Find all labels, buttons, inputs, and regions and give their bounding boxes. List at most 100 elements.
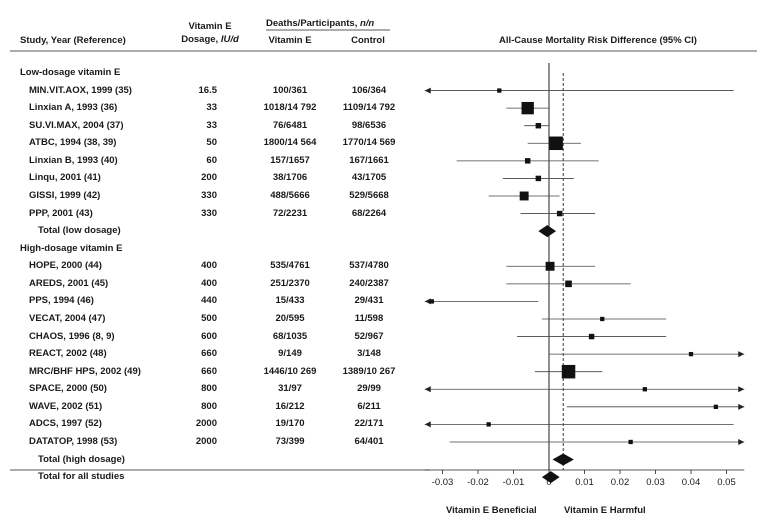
x-tick-label: 0.03 [646, 477, 665, 488]
control-deaths: 11/598 [354, 312, 384, 324]
section-heading: High-dosage vitamin E [20, 242, 123, 254]
header-deaths-prefix: Deaths/Participants, [266, 18, 360, 29]
point-estimate-square [524, 158, 531, 164]
vitamin-e-deaths: 251/2370 [270, 277, 310, 289]
study-label: Linqu, 2001 (41) [29, 172, 101, 184]
header-vitamin-e: Vitamin E [268, 35, 312, 46]
point-estimate-square [497, 88, 502, 93]
control-deaths: 240/2387 [349, 277, 389, 289]
vitamin-e-deaths: 535/4761 [270, 260, 310, 272]
dosage-value: 400 [201, 260, 217, 272]
pooled-diamond [538, 225, 557, 238]
point-estimate-square [556, 210, 563, 217]
point-estimate-square [519, 191, 529, 201]
ci-arrow-left [424, 386, 431, 393]
x-tick-label: -0.03 [431, 477, 454, 488]
x-tick-label: 0.02 [610, 477, 630, 488]
x-tick-label: 0.05 [717, 477, 736, 488]
control-deaths: 64/401 [354, 435, 384, 447]
x-tick-label: -0.01 [502, 477, 525, 488]
vitamin-e-deaths: 73/399 [275, 435, 305, 447]
total-label: Total (high dosage) [38, 453, 125, 465]
study-label: MRC/BHF HPS, 2002 (49) [29, 365, 141, 377]
point-estimate-square [535, 175, 542, 182]
point-estimate-square [535, 122, 542, 129]
study-label: DATATOP, 1998 (53) [29, 435, 118, 447]
ci-arrow-right [738, 351, 745, 358]
ci-arrow-right [738, 403, 745, 410]
x-tick-label: 0.01 [575, 477, 594, 488]
total-label: Total (low dosage) [38, 225, 121, 237]
study-label: Linxian B, 1993 (40) [29, 154, 118, 166]
dosage-value: 330 [201, 189, 217, 201]
dosage-value: 2000 [195, 435, 217, 447]
vitamin-e-deaths: 9/149 [278, 348, 302, 360]
point-estimate-square [545, 261, 555, 271]
dosage-value: 660 [201, 365, 217, 377]
dosage-value: 33 [206, 102, 217, 114]
x-tick-label: -0.02 [467, 477, 489, 488]
point-estimate-square [549, 136, 563, 151]
dosage-value: 660 [201, 348, 217, 360]
study-label: AREDS, 2001 (45) [29, 277, 109, 289]
control-deaths: 29/431 [354, 295, 384, 307]
control-deaths: 6/211 [357, 400, 381, 412]
vitamin-e-deaths: 19/170 [275, 418, 305, 430]
dosage-value: 400 [201, 277, 217, 289]
control-deaths: 68/2264 [351, 207, 387, 219]
total-label: Total for all studies [38, 471, 125, 483]
header-control: Control [351, 35, 385, 46]
study-label: MIN.VIT.AOX, 1999 (35) [29, 84, 132, 96]
dosage-value: 2000 [195, 418, 217, 430]
point-estimate-square [521, 101, 534, 115]
point-estimate-square [600, 316, 605, 322]
dosage-value: 330 [201, 207, 217, 219]
pooled-diamond [552, 453, 574, 466]
point-estimate-square [486, 422, 491, 427]
control-deaths: 537/4780 [349, 260, 389, 272]
ci-arrow-left [424, 298, 431, 305]
point-estimate-square [561, 364, 576, 379]
dosage-value: 440 [201, 295, 217, 307]
vitamin-e-deaths: 68/1035 [272, 330, 308, 342]
control-deaths: 167/1661 [349, 154, 389, 166]
dosage-value: 16.5 [198, 84, 218, 96]
header-dosage-line1: Vitamin E [188, 21, 232, 32]
point-estimate-square [588, 333, 595, 340]
study-label: GISSI, 1999 (42) [29, 189, 101, 201]
study-label: ADCS, 1997 (52) [29, 418, 102, 430]
study-label: CHAOS, 1996 (8, 9) [29, 330, 115, 342]
study-label: VECAT, 2004 (47) [29, 312, 106, 324]
control-deaths: 22/171 [354, 418, 384, 430]
point-estimate-square [642, 387, 647, 392]
control-deaths: 98/6536 [351, 119, 387, 131]
x-tick-label: 0 [546, 477, 552, 488]
vitamin-e-deaths: 1446/10 269 [263, 365, 317, 377]
label-vitamin-e-beneficial: Vitamin E Beneficial [446, 505, 537, 516]
header-dosage-prefix: Dosage, [181, 34, 221, 45]
label-vitamin-e-harmful: Vitamin E Harmful [564, 505, 646, 516]
header-dosage-line2: Dosage, IU/d [170, 35, 250, 45]
vitamin-e-deaths: 76/6481 [272, 119, 308, 131]
vitamin-e-deaths: 1800/14 564 [263, 137, 317, 149]
ci-arrow-right [738, 386, 745, 393]
study-label: SPACE, 2000 (50) [29, 383, 107, 395]
vitamin-e-deaths: 38/1706 [272, 172, 308, 184]
point-estimate-square [429, 299, 434, 304]
vitamin-e-deaths: 100/361 [272, 84, 308, 96]
dosage-value: 50 [206, 137, 217, 149]
ci-arrow-left [424, 87, 431, 94]
study-label: HOPE, 2000 (44) [29, 260, 102, 272]
point-estimate-square [713, 404, 718, 409]
vitamin-e-deaths: 1018/14 792 [263, 102, 317, 114]
study-label: Linxian A, 1993 (36) [29, 102, 118, 114]
control-deaths: 529/5668 [349, 189, 389, 201]
section-heading: Low-dosage vitamin E [20, 67, 121, 78]
vitamin-e-deaths: 20/595 [275, 312, 305, 324]
dosage-value: 500 [201, 312, 217, 324]
header-deaths: Deaths/Participants, n/n [266, 19, 374, 29]
control-deaths: 1109/14 792 [342, 102, 396, 114]
vitamin-e-deaths: 31/97 [278, 383, 302, 395]
ci-arrow-left [424, 421, 431, 428]
